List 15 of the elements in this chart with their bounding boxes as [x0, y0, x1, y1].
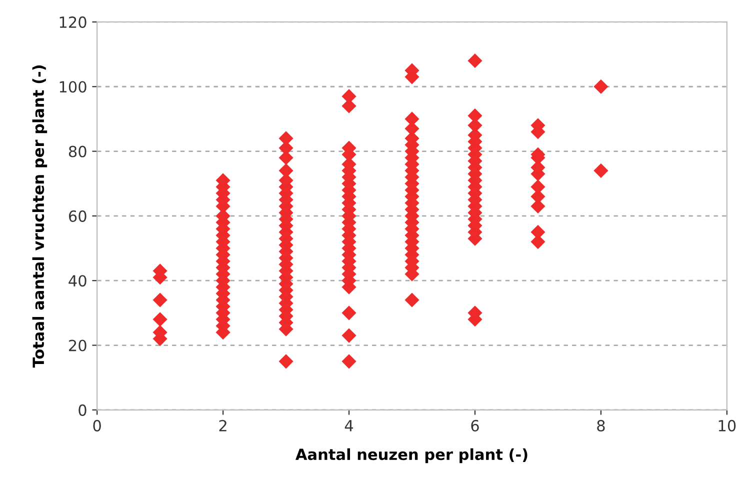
x-tick-label: 10	[718, 420, 736, 432]
x-axis-title: Aantal neuzen per plant (-)	[295, 448, 528, 464]
y-tick-label: 20	[69, 340, 86, 352]
x-tick-label: 6	[471, 420, 479, 432]
x-tick-label: 4	[344, 420, 354, 432]
y-axis-title: Totaal aantal vruchten per plant (-)	[32, 65, 48, 368]
y-tick-label: 40	[68, 275, 86, 287]
y-tick-label: 0	[78, 404, 86, 416]
y-tick-label: 120	[60, 16, 86, 28]
y-tick-label: 100	[60, 81, 86, 93]
x-tick-label: 8	[597, 420, 605, 432]
y-tick-label: 80	[68, 146, 86, 158]
y-tick-label: 60	[68, 210, 86, 222]
x-tick-label: 2	[219, 420, 226, 432]
x-tick-label: 0	[93, 420, 101, 432]
